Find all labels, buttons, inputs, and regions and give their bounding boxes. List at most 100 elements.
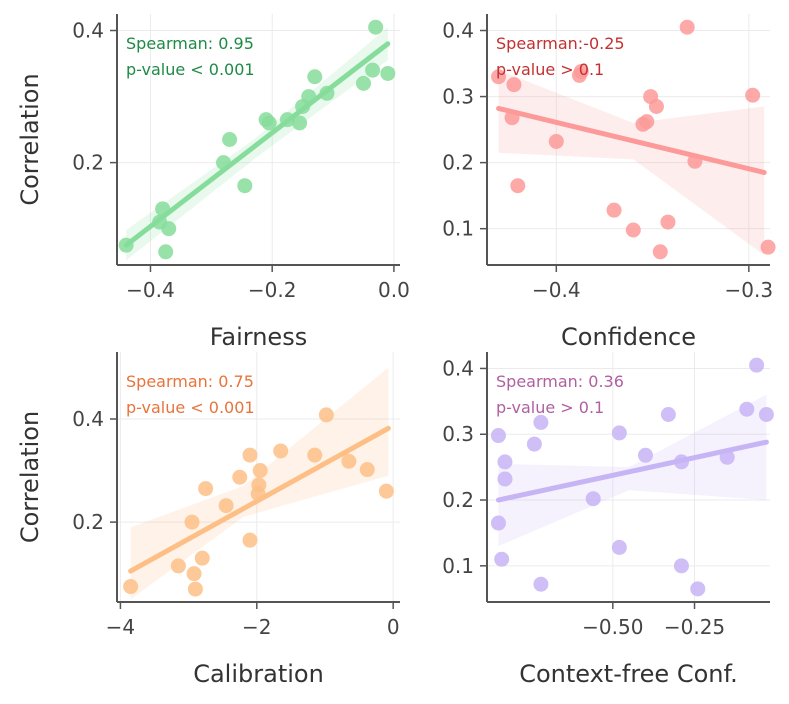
- data-point: [170, 558, 186, 574]
- x-tick-label: 0.0: [378, 278, 410, 302]
- y-tick-label: 0.2: [442, 488, 474, 512]
- data-point: [625, 222, 641, 238]
- data-point: [760, 239, 776, 255]
- x-tick-label: −4: [106, 615, 135, 639]
- data-point: [155, 201, 171, 217]
- data-point: [355, 75, 371, 91]
- data-point: [186, 566, 202, 582]
- data-point: [679, 19, 695, 35]
- data-point: [533, 414, 549, 430]
- confidence-band: [498, 70, 765, 256]
- x-axis-label: Confidence: [561, 323, 696, 351]
- data-point: [307, 69, 323, 85]
- p-value-annotation: p-value < 0.001: [126, 60, 255, 79]
- data-point: [123, 579, 139, 595]
- regression-line: [495, 439, 769, 503]
- data-point: [184, 514, 200, 530]
- data-point: [749, 357, 765, 373]
- data-point: [652, 244, 668, 260]
- data-point: [232, 469, 248, 485]
- data-point: [585, 491, 601, 507]
- data-point: [673, 454, 689, 470]
- y-axis-label: Correlation: [16, 73, 44, 205]
- data-point: [237, 178, 253, 194]
- data-point: [261, 115, 277, 131]
- data-point: [719, 449, 735, 465]
- y-tick-label: 0.2: [72, 510, 104, 534]
- data-point: [273, 443, 289, 459]
- panel-2: −0.4 −0.3 0.1 0.2 0.3 0.4 Confidence Spearman:-…: [442, 14, 776, 351]
- p-value-annotation: p-value < 0.001: [126, 398, 255, 417]
- data-point: [292, 115, 308, 131]
- data-point: [533, 576, 549, 592]
- data-point: [758, 407, 774, 422]
- data-point: [526, 436, 542, 452]
- data-point: [158, 244, 174, 260]
- panel-1: −0.4 −0.2 0.0 0.2 0.4 Fairness Correlation Spea…: [16, 14, 410, 351]
- x-axis-label: Calibration: [193, 660, 324, 688]
- x-tick-label: −0.50: [582, 615, 643, 639]
- p-value-annotation: p-value > 0.1: [496, 60, 604, 79]
- data-point: [341, 453, 357, 469]
- data-point: [637, 447, 653, 463]
- data-point: [660, 407, 676, 422]
- y-tick-label: 0.2: [72, 151, 104, 175]
- data-point: [161, 221, 177, 237]
- data-point: [660, 214, 676, 230]
- data-point: [639, 114, 655, 130]
- data-point: [490, 515, 506, 531]
- regression-line: [123, 41, 391, 248]
- data-point: [301, 89, 317, 105]
- data-point: [510, 178, 526, 194]
- data-point: [690, 581, 706, 597]
- data-point: [611, 425, 627, 441]
- data-point: [242, 532, 258, 548]
- data-point: [252, 463, 268, 479]
- data-point: [218, 498, 234, 514]
- data-point: [673, 558, 689, 574]
- y-tick-label: 0.4: [72, 19, 104, 43]
- data-point: [318, 407, 334, 423]
- data-point: [497, 454, 513, 470]
- data-point: [573, 63, 589, 79]
- data-point: [494, 551, 510, 567]
- x-axis-label: Context-free Conf.: [519, 660, 738, 688]
- data-point: [378, 483, 394, 499]
- data-point: [687, 153, 703, 169]
- p-value-annotation: p-value > 0.1: [496, 398, 604, 417]
- x-tick-label: −0.2: [248, 278, 297, 302]
- data-point: [380, 65, 396, 81]
- x-tick-label: −0.4: [532, 278, 581, 302]
- data-point: [222, 132, 238, 147]
- spearman-annotation: Spearman: 0.36: [496, 372, 624, 391]
- data-point: [648, 98, 664, 114]
- y-tick-label: 0.1: [442, 554, 474, 578]
- data-point: [319, 85, 335, 101]
- data-point: [491, 69, 507, 85]
- data-point: [242, 447, 258, 463]
- panel-3: −4 −2 0 0.2 0.4 Calibration Correlation Spearma…: [16, 352, 400, 688]
- data-point: [365, 62, 381, 78]
- y-tick-label: 0.4: [442, 19, 474, 43]
- x-tick-label: −0.3: [725, 278, 774, 302]
- data-point: [606, 202, 622, 218]
- spearman-annotation: Spearman: 0.75: [126, 372, 254, 391]
- y-tick-label: 0.3: [442, 85, 474, 109]
- data-point: [194, 550, 210, 566]
- data-point: [497, 471, 513, 487]
- panel-4: −0.50 −0.25 0.1 0.2 0.3 0.4 Context-free Conf.…: [442, 352, 774, 688]
- x-tick-label: −0.25: [664, 615, 725, 639]
- data-point: [739, 401, 755, 417]
- spearman-annotation: Spearman:-0.25: [496, 34, 625, 53]
- regression-line: [496, 105, 767, 176]
- data-point: [198, 481, 214, 497]
- data-point: [187, 581, 203, 597]
- data-point: [490, 428, 506, 444]
- data-point: [504, 110, 520, 126]
- data-point: [506, 77, 522, 93]
- data-point: [368, 19, 384, 35]
- x-axis-label: Fairness: [210, 323, 307, 351]
- data-point: [359, 462, 375, 478]
- data-point: [548, 133, 564, 149]
